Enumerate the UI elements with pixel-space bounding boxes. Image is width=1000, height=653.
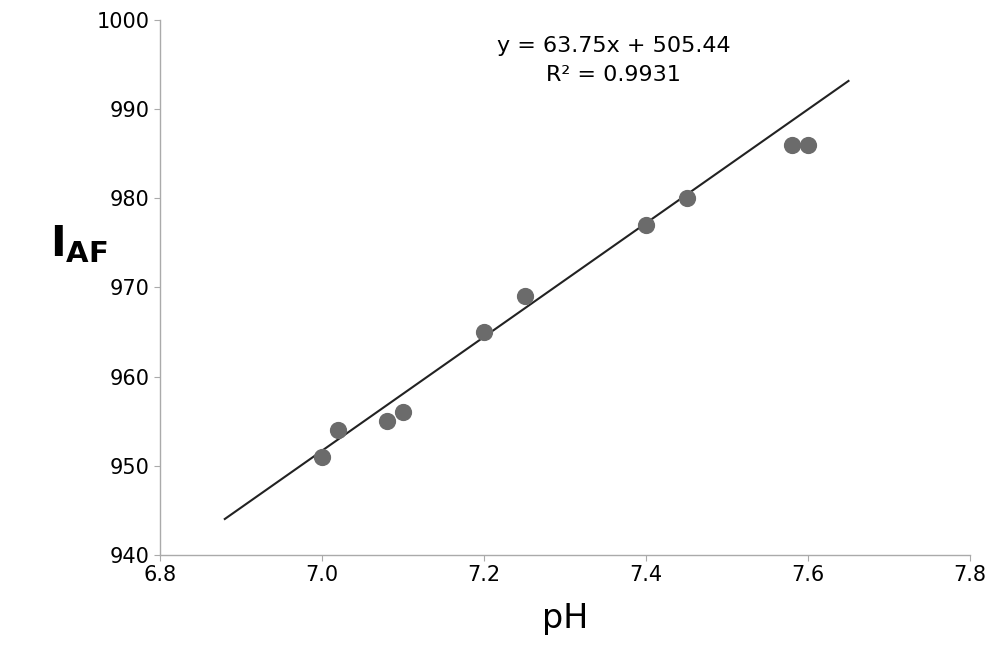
Point: [476, 326, 492, 337]
Point: [330, 425, 346, 436]
Point: [314, 452, 330, 462]
Point: [638, 219, 654, 230]
Point: [784, 139, 800, 150]
Point: [516, 291, 532, 302]
Point: [379, 416, 395, 426]
Point: [678, 193, 694, 203]
Text: y = 63.75x + 505.44
R² = 0.9931: y = 63.75x + 505.44 R² = 0.9931: [497, 36, 730, 86]
Text: $\mathbf{I_{AF}}$: $\mathbf{I_{AF}}$: [50, 223, 108, 266]
Point: [800, 139, 816, 150]
Point: [395, 407, 411, 417]
X-axis label: pH: pH: [542, 602, 588, 635]
